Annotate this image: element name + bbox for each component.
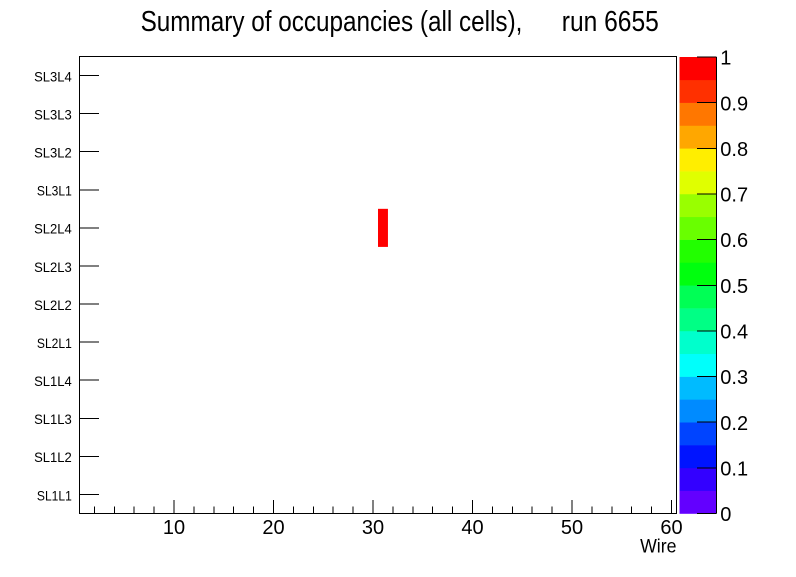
svg-text:50: 50: [561, 517, 583, 539]
svg-text:0.3: 0.3: [720, 367, 748, 389]
svg-text:0.1: 0.1: [720, 458, 748, 480]
svg-text:SL2L3: SL2L3: [34, 260, 72, 275]
svg-text:SL3L3: SL3L3: [34, 107, 72, 122]
svg-text:SL3L1: SL3L1: [37, 184, 72, 199]
svg-text:SL2L1: SL2L1: [37, 336, 72, 351]
svg-text:0: 0: [720, 504, 731, 526]
svg-text:SL2L4: SL2L4: [34, 222, 72, 237]
svg-text:40: 40: [461, 517, 483, 539]
svg-text:SL2L2: SL2L2: [34, 298, 72, 313]
svg-text:Wire: Wire: [640, 536, 676, 558]
svg-text:10: 10: [163, 517, 185, 539]
svg-text:0.5: 0.5: [720, 276, 748, 298]
svg-text:0.6: 0.6: [720, 230, 748, 252]
svg-text:0.7: 0.7: [720, 185, 748, 207]
svg-text:SL3L2: SL3L2: [34, 146, 72, 161]
svg-text:SL1L4: SL1L4: [34, 374, 72, 389]
svg-text:SL1L3: SL1L3: [34, 412, 72, 427]
svg-text:0.8: 0.8: [720, 139, 748, 161]
svg-text:Summary of occupancies (all ce: Summary of occupancies (all cells),: [141, 6, 523, 38]
svg-text:run 6655: run 6655: [562, 6, 659, 38]
svg-text:0.9: 0.9: [720, 93, 748, 115]
svg-text:30: 30: [362, 517, 384, 539]
svg-text:20: 20: [262, 517, 284, 539]
svg-text:0.4: 0.4: [720, 322, 748, 344]
svg-text:1: 1: [720, 48, 731, 70]
svg-text:SL3L4: SL3L4: [34, 69, 72, 84]
svg-text:0.2: 0.2: [720, 413, 748, 435]
svg-text:SL1L2: SL1L2: [34, 450, 72, 465]
svg-text:SL1L1: SL1L1: [37, 488, 72, 503]
svg-text:60: 60: [660, 517, 682, 539]
